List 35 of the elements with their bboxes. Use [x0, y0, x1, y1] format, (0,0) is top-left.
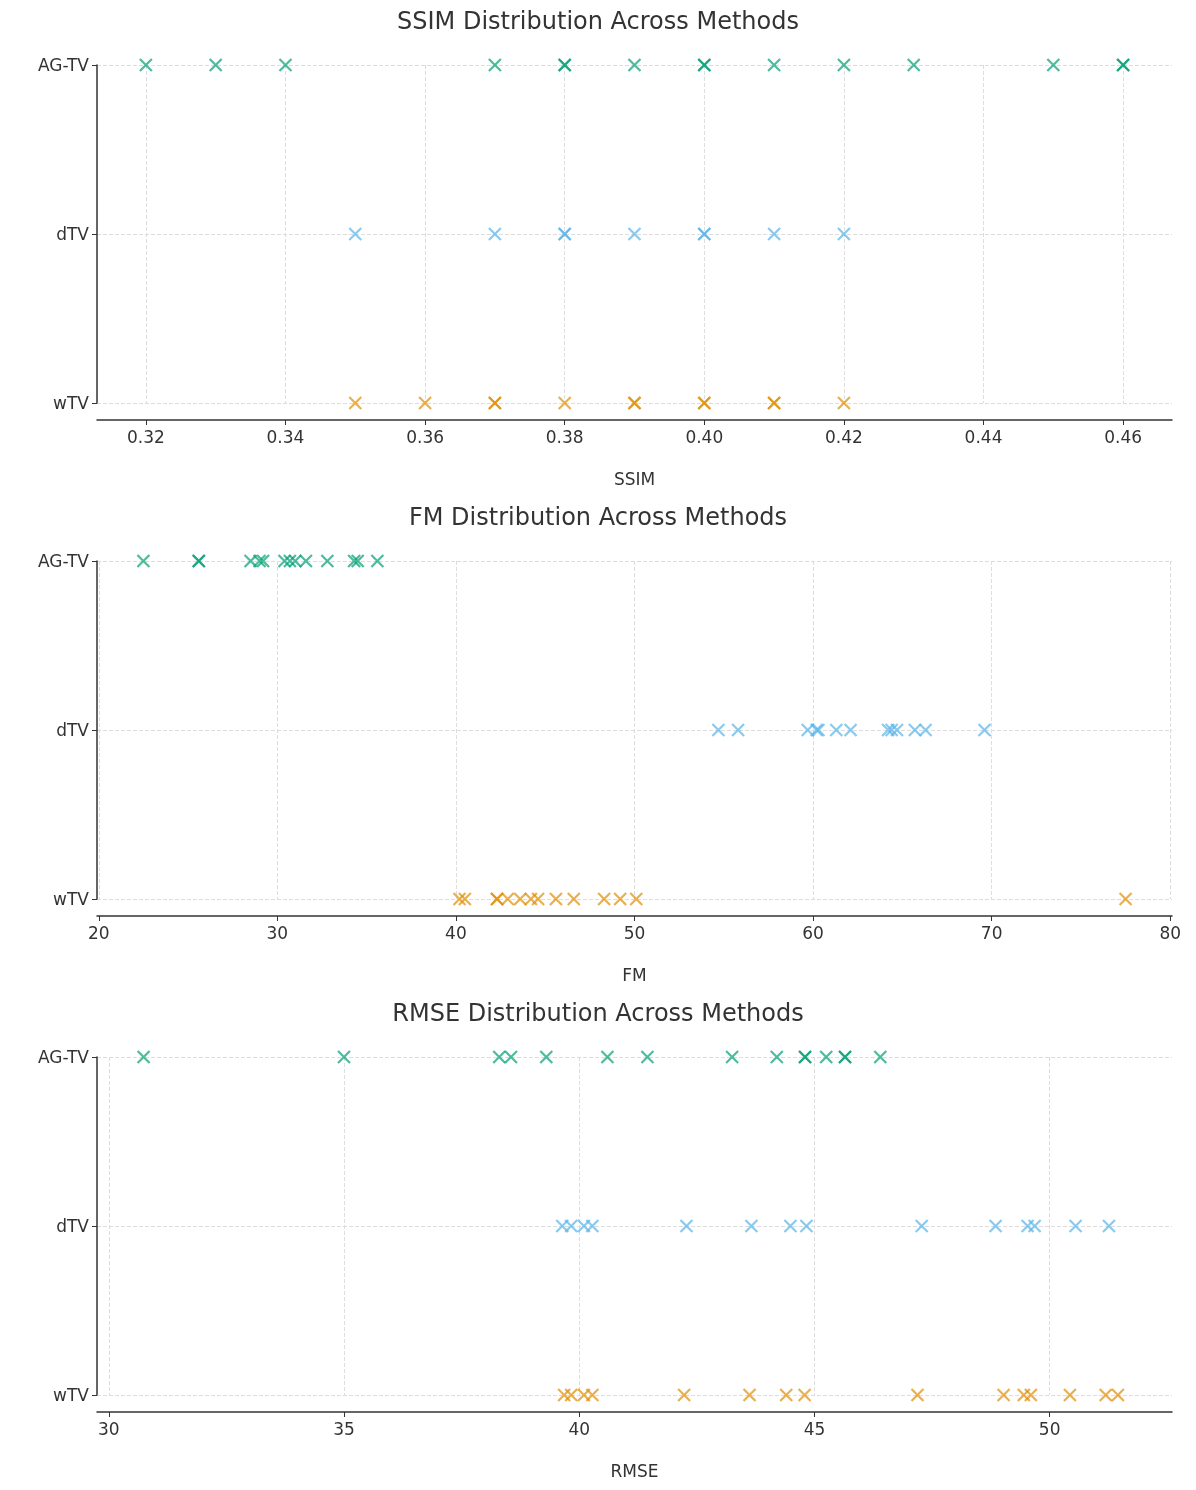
x-tick-label: 0.44 — [964, 426, 1003, 447]
y-tick-label: AG-TV — [37, 1047, 90, 1067]
x-tick-label: 80 — [1159, 922, 1182, 943]
x-axis-title: SSIM — [613, 468, 656, 489]
x-tick-label: 45 — [803, 1418, 826, 1439]
y-tick-label: AG-TV — [37, 55, 90, 75]
x-tick-label: 50 — [623, 922, 646, 943]
x-tick-label: 40 — [445, 922, 467, 943]
y-tick-label: dTV — [56, 720, 90, 740]
y-tick-label: wTV — [53, 889, 90, 909]
y-tick-label: dTV — [56, 224, 90, 244]
y-tick-label: wTV — [53, 1385, 90, 1405]
x-tick-label: 0.36 — [406, 426, 445, 447]
chart-title: SSIM Distribution Across Methods — [397, 7, 799, 35]
x-tick-label: 30 — [97, 1418, 120, 1439]
y-tick-label: wTV — [53, 393, 90, 413]
x-tick-label: 20 — [87, 922, 110, 943]
x-tick-label: 70 — [980, 922, 1003, 943]
x-tick-label: 40 — [568, 1418, 591, 1439]
x-tick-label: 35 — [333, 1418, 355, 1439]
x-tick-label: 30 — [266, 922, 289, 943]
x-tick-label: 0.46 — [1104, 426, 1143, 447]
x-tick-label: 60 — [802, 922, 824, 943]
x-tick-label: 0.38 — [545, 426, 584, 447]
x-tick-label: 50 — [1038, 1418, 1061, 1439]
x-tick-label: 0.42 — [824, 426, 863, 447]
y-tick-label: dTV — [56, 1216, 90, 1236]
y-tick-label: AG-TV — [37, 551, 90, 571]
x-tick-label: 0.34 — [266, 426, 305, 447]
chart-title: FM Distribution Across Methods — [408, 503, 788, 531]
x-tick-label: 0.32 — [126, 426, 165, 447]
chart-title: RMSE Distribution Across Methods — [392, 999, 804, 1027]
x-tick-label: 0.40 — [685, 426, 724, 447]
x-axis-title: RMSE — [610, 1460, 659, 1481]
x-axis-title: FM — [622, 964, 647, 985]
